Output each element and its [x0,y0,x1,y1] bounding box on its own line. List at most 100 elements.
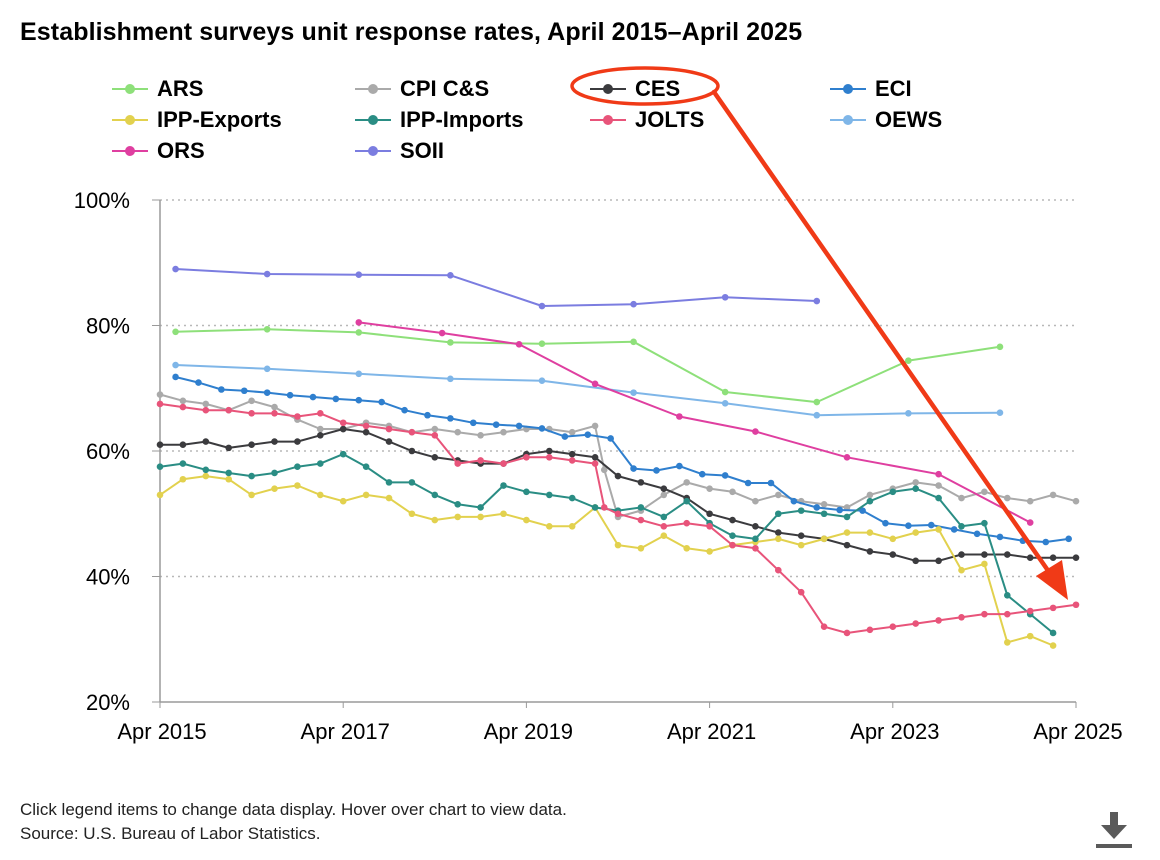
data-point-ipp-exports[interactable] [408,510,416,518]
series-line-soii[interactable] [175,268,817,307]
data-point-ipp-exports[interactable] [248,491,255,499]
data-point-ipp-exports[interactable] [1004,639,1011,646]
data-point-jolts[interactable] [889,623,897,630]
data-point-cpi-c-s[interactable] [1004,494,1011,502]
data-point-ipp-exports[interactable] [454,513,462,521]
data-point-ars[interactable] [813,398,821,406]
data-point-ipp-exports[interactable] [866,529,874,536]
data-point-ipp-exports[interactable] [981,560,988,568]
data-point-cpi-c-s[interactable] [958,494,965,502]
data-point-ipp-imports[interactable] [797,507,805,514]
data-point-ipp-imports[interactable] [179,460,187,467]
data-point-ars[interactable] [447,339,454,346]
data-point-ipp-imports[interactable] [362,463,370,470]
data-point-ars[interactable] [538,340,546,347]
data-point-eci[interactable] [469,419,477,427]
data-point-cpi-c-s[interactable] [591,422,599,430]
data-point-ces[interactable] [775,529,782,536]
data-point-ipp-imports[interactable] [546,491,553,499]
series-line-ipp-exports[interactable] [159,475,1054,647]
data-point-ipp-imports[interactable] [271,469,278,477]
data-point-ipp-exports[interactable] [660,532,668,540]
legend-item-soii[interactable]: SOII [355,136,444,166]
data-point-ipp-imports[interactable] [752,535,759,543]
data-point-ces[interactable] [179,441,187,449]
data-point-ipp-exports[interactable] [225,475,232,483]
data-point-ipp-imports[interactable] [385,479,393,486]
data-point-ipp-exports[interactable] [362,491,370,499]
series-line-oews[interactable] [175,364,1001,417]
data-point-ipp-exports[interactable] [843,529,851,536]
data-point-ces[interactable] [431,453,439,461]
data-point-jolts[interactable] [935,617,942,624]
data-point-jolts[interactable] [981,610,988,618]
data-point-jolts[interactable] [179,403,187,411]
data-point-oews[interactable] [263,365,271,373]
data-point-cpi-c-s[interactable] [317,425,324,433]
data-point-cpi-c-s[interactable] [912,479,919,486]
data-point-eci[interactable] [515,422,523,430]
data-point-ces[interactable] [202,438,210,445]
data-point-eci[interactable] [973,530,981,538]
data-point-jolts[interactable] [683,519,690,527]
legend-item-ces[interactable]: CES [590,74,680,104]
data-point-eci[interactable] [1065,535,1072,543]
data-point-ipp-exports[interactable] [614,541,622,549]
data-point-cpi-c-s[interactable] [156,391,164,398]
data-point-eci[interactable] [813,504,821,511]
series-line-ors[interactable] [358,321,1031,524]
data-point-ces[interactable] [958,551,965,558]
data-point-cpi-c-s[interactable] [981,488,988,496]
data-point-cpi-c-s[interactable] [1026,497,1034,505]
data-point-ces[interactable] [843,541,851,549]
data-point-oews[interactable] [630,389,637,396]
data-point-jolts[interactable] [752,544,759,552]
data-point-ipp-imports[interactable] [408,479,416,486]
data-point-oews[interactable] [905,410,912,417]
data-point-ipp-exports[interactable] [912,529,919,536]
legend-item-cpi-c-s[interactable]: CPI C&S [355,74,489,104]
data-point-oews[interactable] [996,409,1004,417]
data-point-jolts[interactable] [1026,607,1034,615]
data-point-eci[interactable] [927,521,935,529]
data-point-eci[interactable] [882,519,889,527]
data-point-ces[interactable] [339,425,347,433]
data-point-ipp-exports[interactable] [523,516,530,524]
data-point-ces[interactable] [1072,554,1080,561]
data-point-ces[interactable] [729,516,736,524]
data-point-eci[interactable] [996,533,1004,541]
data-point-eci[interactable] [698,470,706,478]
data-point-ars[interactable] [721,388,729,396]
data-point-jolts[interactable] [477,457,484,464]
data-point-jolts[interactable] [202,406,210,414]
data-point-eci[interactable] [767,479,775,487]
data-point-jolts[interactable] [431,432,439,439]
data-point-ces[interactable] [156,441,164,449]
data-point-ipp-exports[interactable] [1049,642,1057,649]
legend-item-eci[interactable]: ECI [830,74,912,104]
data-point-ipp-exports[interactable] [271,485,278,492]
legend-item-jolts[interactable]: JOLTS [590,105,704,135]
data-point-eci[interactable] [447,415,454,422]
data-point-eci[interactable] [240,387,248,395]
data-point-jolts[interactable] [843,629,851,637]
data-point-soii[interactable] [630,300,637,308]
data-point-ces[interactable] [568,450,576,458]
data-point-cpi-c-s[interactable] [706,485,713,492]
data-point-oews[interactable] [447,375,454,383]
data-point-ces[interactable] [706,510,713,518]
legend-item-ars[interactable]: ARS [112,74,203,104]
data-point-jolts[interactable] [546,453,553,461]
data-point-soii[interactable] [172,265,179,273]
data-point-ipp-exports[interactable] [683,544,690,552]
series-line-jolts[interactable] [159,402,1077,634]
data-point-ces[interactable] [752,523,759,530]
data-point-ipp-imports[interactable] [889,488,897,496]
data-point-ipp-exports[interactable] [797,541,805,549]
data-point-ipp-imports[interactable] [248,472,255,480]
data-point-ipp-imports[interactable] [156,463,164,470]
data-point-eci[interactable] [950,526,958,533]
data-point-ipp-imports[interactable] [935,494,942,502]
data-point-jolts[interactable] [271,410,278,417]
data-point-jolts[interactable] [820,623,828,630]
